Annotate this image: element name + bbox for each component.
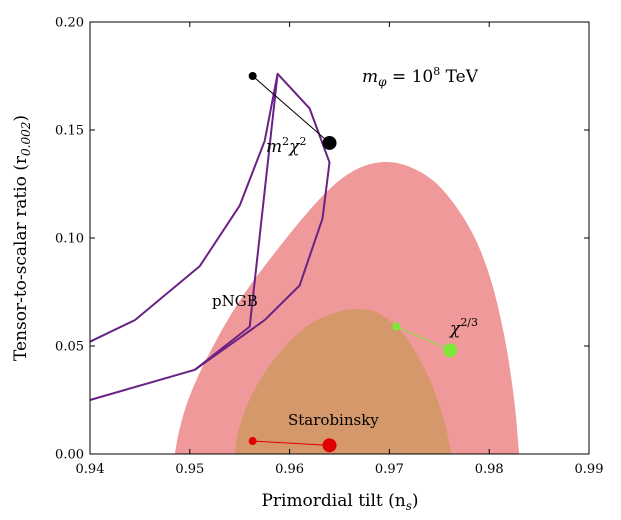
x-axis-title: Primordial tilt (ns)	[261, 491, 418, 513]
label-m2chi2: m2χ2	[266, 135, 306, 157]
x-tick-label: 0.94	[76, 462, 105, 477]
series-layer	[89, 72, 331, 401]
point-large-starobinsky	[322, 438, 337, 453]
y-tick-label: 0.00	[55, 448, 84, 463]
y-tick-label: 0.10	[55, 232, 84, 247]
x-axis-title-text: Primordial tilt (n	[261, 491, 405, 511]
point-small-starobinsky	[248, 437, 257, 446]
ticks-layer: 0.94 0.95 0.96 0.97 0.98 0.99 0.00 0.05 0.10 0.15…	[55, 16, 603, 478]
label-pngb: pNGB	[212, 292, 258, 310]
line-pngb-right	[194, 73, 331, 371]
x-tick-label: 0.99	[575, 462, 604, 477]
y-tick-label: 0.20	[55, 16, 84, 31]
segment-starobinsky	[252, 440, 330, 446]
label-m2chi2-sup1: 2	[282, 135, 289, 148]
x-axis-title-close: )	[412, 491, 419, 511]
label-m2chi2-chi: χ	[288, 137, 301, 157]
y-axis-title-close: )	[11, 115, 31, 122]
segment-m2chi2	[252, 75, 330, 144]
x-axis-title-sub: s	[406, 499, 412, 513]
label-chi23-chi: χ	[449, 319, 462, 339]
y-axis-title: Tensor-to-scalar ratio (r0.002)	[11, 115, 33, 361]
point-large-m2chi2	[322, 135, 337, 150]
mass-annotation-unit: TeV	[440, 67, 478, 87]
y-tick-label: 0.15	[55, 124, 84, 139]
mass-annotation-m: m	[362, 67, 378, 87]
line-pngb	[89, 72, 279, 401]
contour-inner	[234, 309, 452, 454]
label-starobinsky: Starobinsky	[288, 411, 379, 429]
y-axis-title-sub: 0.002	[19, 122, 33, 156]
x-tick-label: 0.96	[275, 462, 304, 477]
point-small-m2chi2	[248, 72, 257, 80]
models-layer	[248, 72, 458, 453]
mass-annotation: mφ = 108 TeV	[362, 65, 479, 89]
contours-layer	[174, 162, 520, 454]
point-large-chi23	[443, 343, 458, 358]
label-m2chi2-m: m	[266, 137, 282, 157]
point-small-chi23	[392, 322, 401, 331]
mass-annotation-eq: = 10	[387, 67, 434, 87]
label-chi23-sup: 2/3	[460, 316, 478, 329]
label-chi23: χ2/3	[449, 316, 478, 339]
x-tick-label: 0.98	[475, 462, 504, 477]
x-tick-label: 0.97	[375, 462, 404, 477]
segment-chi23	[396, 326, 451, 351]
y-axis-title-text: Tensor-to-scalar ratio (r	[11, 155, 31, 361]
mass-annotation-sup: 8	[433, 65, 440, 78]
label-m2chi2-sup2: 2	[299, 135, 306, 148]
y-tick-label: 0.05	[55, 340, 84, 355]
mass-annotation-sub: φ	[378, 75, 387, 89]
x-tick-label: 0.95	[175, 462, 204, 477]
